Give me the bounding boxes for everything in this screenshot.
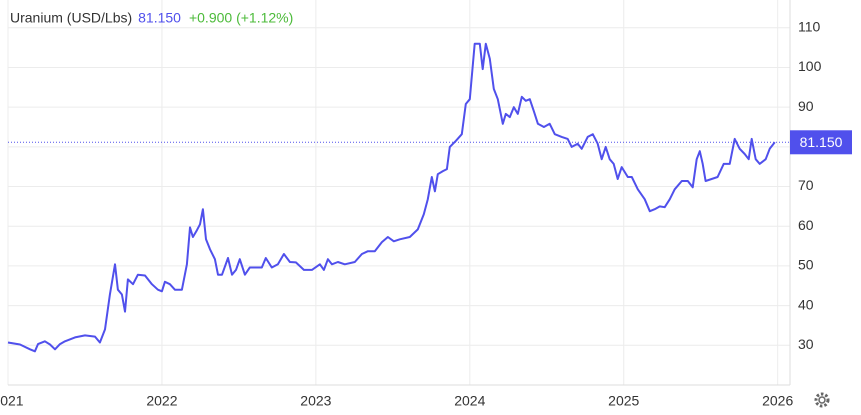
y-tick-label: 90	[798, 98, 814, 114]
settings-icon[interactable]	[814, 392, 830, 408]
y-tick-label: 40	[798, 296, 814, 312]
x-tick-label: 2025	[608, 393, 639, 409]
change: +0.900 (+1.12%)	[189, 10, 293, 26]
y-tick-label: 70	[798, 177, 814, 193]
y-tick-label: 30	[798, 336, 814, 352]
y-tick-label: 60	[798, 217, 814, 233]
last-value: 81.150	[138, 10, 181, 26]
y-tick-label: 50	[798, 257, 814, 273]
y-tick-label: 110	[798, 18, 821, 34]
y-tick-label: 100	[798, 58, 822, 74]
x-tick-label: 2022	[146, 393, 177, 409]
x-tick-label: 2023	[300, 393, 331, 409]
last-price-badge	[790, 130, 852, 155]
x-tick-label: 2024	[454, 393, 485, 409]
price-line	[7, 42, 776, 353]
x-tick-label: 2021	[0, 393, 24, 409]
last-price-label: 81.150	[800, 134, 843, 150]
x-tick-label: 2026	[762, 393, 793, 409]
chart-title: Uranium (USD/Lbs)	[10, 10, 132, 26]
